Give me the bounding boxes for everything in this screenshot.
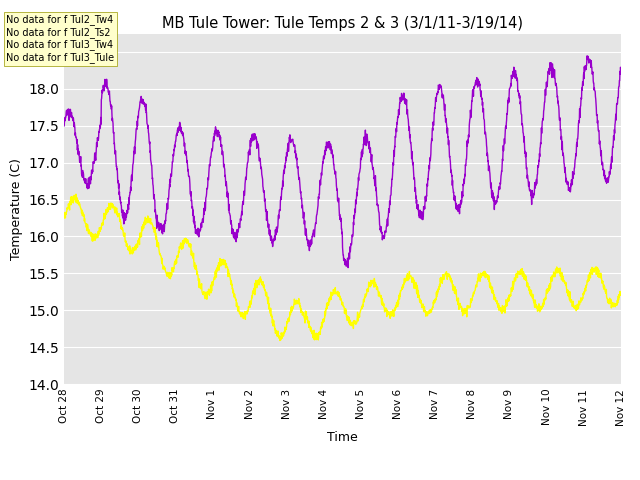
Y-axis label: Temperature (C): Temperature (C): [10, 158, 22, 260]
X-axis label: Time: Time: [327, 431, 358, 444]
Title: MB Tule Tower: Tule Temps 2 & 3 (3/1/11-3/19/14): MB Tule Tower: Tule Temps 2 & 3 (3/1/11-…: [162, 16, 523, 31]
Text: No data for f Tul2_Tw4
No data for f Tul2_Ts2
No data for f Tul3_Tw4
No data for: No data for f Tul2_Tw4 No data for f Tul…: [6, 14, 115, 63]
